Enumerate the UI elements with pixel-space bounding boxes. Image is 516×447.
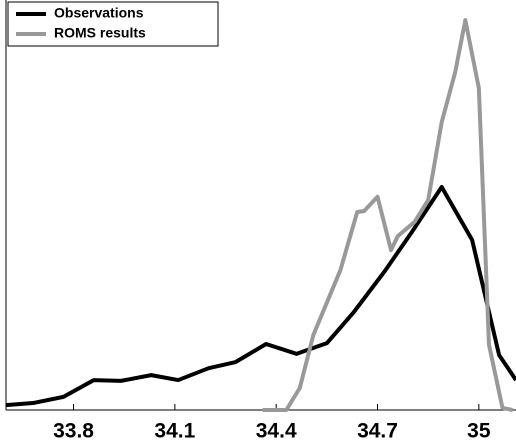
x-tick-label: 34.7 (357, 420, 398, 443)
x-tick-label: 34.4 (256, 420, 297, 443)
legend: Observations ROMS results (7, 1, 219, 47)
legend-label: ROMS results (54, 25, 146, 41)
legend-box (7, 1, 219, 47)
data-line (262, 18, 514, 412)
data-line (5, 184, 516, 408)
x-tick-label: 34.1 (154, 420, 195, 443)
x-tick-label: 33.8 (53, 420, 94, 443)
legend-label: Observations (54, 5, 144, 21)
x-tick-label: 35 (467, 420, 491, 443)
